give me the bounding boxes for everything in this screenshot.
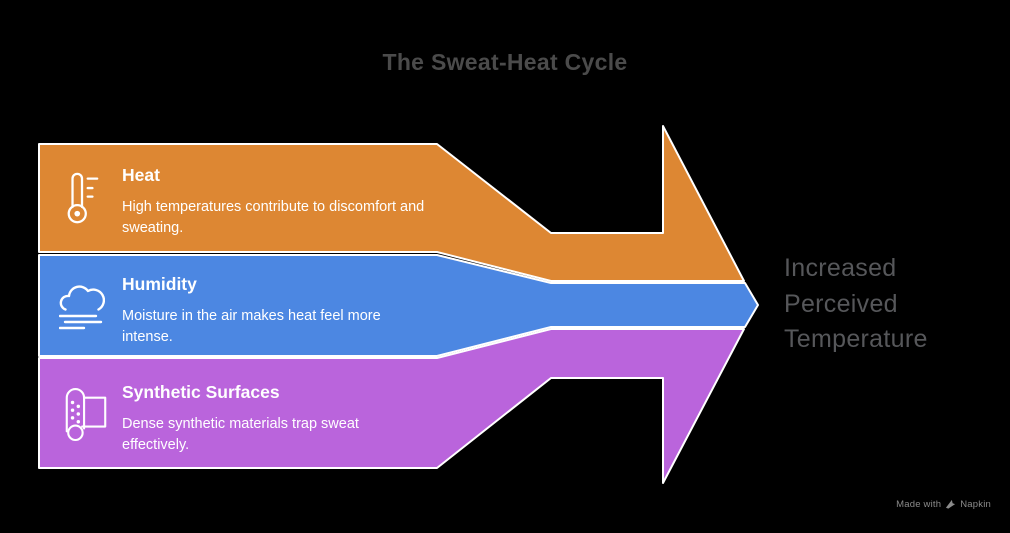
band-heat-label: Heat [122, 165, 160, 185]
watermark-brand: Napkin [960, 499, 991, 510]
heat-band-shape [38, 125, 745, 282]
band-synthetic-surfaces-label: Synthetic Surfaces [122, 382, 280, 402]
thermometer-icon [64, 171, 100, 226]
band-heat: Heat High temperatures contribute to dis… [122, 164, 467, 239]
band-humidity-label: Humidity [122, 274, 197, 294]
watermark-prefix: Made with [896, 499, 942, 510]
fog-cloud-icon [59, 282, 105, 332]
band-synthetic-surfaces: Synthetic Surfaces Dense synthetic mater… [122, 381, 407, 456]
diagram-title: The Sweat-Heat Cycle [382, 49, 628, 75]
result-label: Increased Perceived Temperature [784, 254, 928, 353]
band-heat-description: High temperatures contribute to discomfo… [122, 199, 425, 236]
band-synthetic-surfaces-description: Dense synthetic materials trap sweat eff… [122, 416, 359, 453]
synthetic-surfaces-band-shape [38, 328, 745, 484]
humidity-band-shape [38, 254, 759, 357]
band-humidity: Humidity Moisture in the air makes heat … [122, 273, 410, 348]
fabric-roll-icon [61, 386, 111, 444]
band-humidity-description: Moisture in the air makes heat feel more… [122, 308, 381, 345]
napkin-logo-icon [946, 499, 956, 509]
watermark: Made with Napkin [896, 499, 991, 510]
